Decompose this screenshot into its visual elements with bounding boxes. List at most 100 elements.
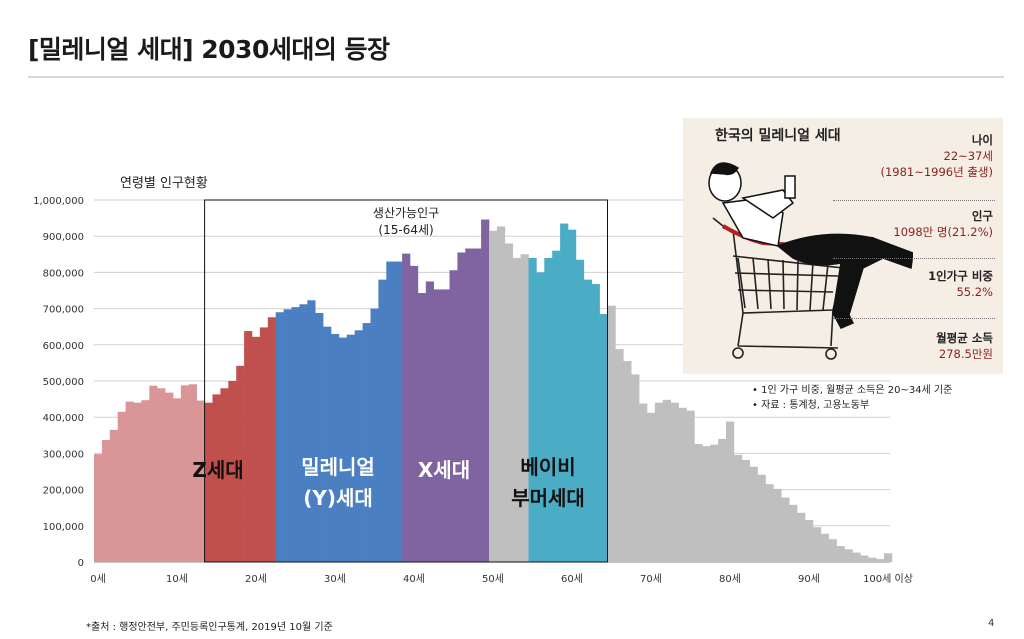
- bar: [481, 219, 490, 562]
- bar: [323, 326, 332, 562]
- chart-title: 연령별 인구현황: [120, 176, 208, 191]
- bar: [797, 512, 806, 562]
- bar: [109, 429, 118, 562]
- gen-label-x: X세대: [418, 458, 470, 482]
- bar: [441, 289, 450, 562]
- bar: [275, 312, 284, 562]
- bar: [101, 440, 111, 562]
- x-tick-label: 70세: [640, 573, 662, 585]
- infobox-title: 한국의 밀레니얼 세대: [715, 128, 841, 144]
- bar: [647, 412, 656, 562]
- bar: [149, 385, 158, 562]
- bar: [560, 223, 569, 562]
- bar: [884, 553, 893, 562]
- bar: [868, 557, 877, 562]
- bar: [757, 474, 766, 562]
- x-tick-label: 80세: [719, 573, 741, 585]
- bar: [141, 400, 150, 562]
- stat-single-household-value: 55.2%: [956, 285, 993, 299]
- bar: [354, 330, 363, 562]
- gen-label-z: Z세대: [192, 458, 243, 482]
- bar: [512, 257, 521, 562]
- bar: [844, 549, 853, 562]
- bar: [789, 504, 798, 562]
- gen-label-millennial: 밀레니얼: [301, 455, 375, 479]
- page-number: 4: [988, 618, 995, 629]
- bar: [741, 459, 750, 562]
- bar: [536, 272, 545, 562]
- bar: [410, 265, 419, 562]
- note-item: • 자료 : 통계청, 고용노동부: [752, 400, 870, 411]
- bar: [749, 466, 758, 562]
- stat-age-value: 22~37세: [943, 149, 993, 163]
- bar: [733, 454, 743, 562]
- millennial-infobox: 한국의 밀레니얼 세대 나이 22~37세 (1981~1996년: [683, 118, 1003, 374]
- bar: [212, 394, 221, 562]
- bar: [133, 402, 142, 562]
- bar: [402, 253, 411, 563]
- bar: [654, 402, 664, 562]
- page-title: [밀레니얼 세대] 2030세대의 등장: [28, 35, 390, 64]
- divider: [833, 200, 995, 201]
- bar: [694, 443, 703, 562]
- bar: [259, 327, 269, 562]
- bar: [94, 454, 103, 562]
- bar: [812, 527, 822, 562]
- bar: [338, 337, 348, 562]
- y-tick-label: 200,000: [43, 486, 84, 497]
- gen-label-boomer-2: 부머세대: [511, 486, 585, 510]
- bar: [686, 410, 695, 562]
- bar: [765, 484, 774, 562]
- bar: [876, 559, 885, 562]
- bar: [362, 323, 371, 562]
- bar: [852, 552, 861, 562]
- bar: [291, 307, 300, 562]
- x-tick-label: 60세: [561, 573, 583, 585]
- bar: [386, 261, 395, 562]
- notes: • 1인 가구 비중, 월평균 소득은 20~34세 기준 • 자료 : 통계청…: [752, 383, 952, 413]
- bar: [157, 388, 166, 562]
- bar: [805, 520, 814, 562]
- bar: [425, 281, 434, 562]
- working-age-box: [204, 199, 608, 563]
- bar: [820, 533, 829, 562]
- x-tick-label: 10세: [166, 573, 188, 585]
- bar: [228, 381, 237, 562]
- bar: [836, 546, 845, 562]
- stat-age-birth: (1981~1996년 출생): [880, 165, 993, 179]
- bar: [465, 248, 474, 562]
- working-age-label: 생산가능인구: [373, 206, 439, 220]
- bar: [599, 314, 608, 562]
- bar: [489, 230, 498, 562]
- divider: [833, 318, 995, 319]
- bar: [631, 374, 640, 562]
- bar: [204, 402, 213, 562]
- bar: [662, 399, 671, 562]
- bar: [591, 283, 600, 562]
- bar: [718, 438, 727, 562]
- bar: [433, 289, 442, 562]
- bar: [378, 279, 387, 562]
- bar: [417, 293, 427, 562]
- bar: [828, 539, 837, 562]
- bar: [173, 398, 182, 562]
- bar: [710, 444, 719, 562]
- bar: [615, 349, 624, 562]
- bar: [726, 421, 735, 562]
- bar: [575, 259, 585, 562]
- bar: [283, 309, 292, 562]
- bar: [220, 388, 229, 562]
- bar: [346, 334, 355, 562]
- stat-income-value: 278.5만원: [938, 347, 993, 361]
- y-tick-label: 800,000: [43, 268, 84, 279]
- stat-age: 나이 22~37세 (1981~1996년 출생): [880, 132, 993, 180]
- bar: [252, 336, 261, 562]
- bar: [473, 248, 482, 562]
- bar: [180, 385, 190, 562]
- bar: [307, 300, 316, 562]
- title-divider: [28, 76, 1004, 78]
- bar: [125, 401, 134, 562]
- stat-population: 인구 1098만 명(21.2%): [893, 208, 993, 240]
- note-item: • 1인 가구 비중, 월평균 소득은 20~34세 기준: [752, 385, 953, 396]
